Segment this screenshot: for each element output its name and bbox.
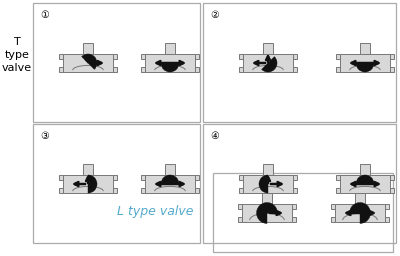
Wedge shape bbox=[356, 63, 374, 72]
Bar bbox=[113, 188, 118, 193]
Wedge shape bbox=[88, 175, 97, 193]
Bar bbox=[292, 217, 296, 221]
Bar bbox=[195, 188, 200, 193]
Wedge shape bbox=[262, 57, 277, 72]
Wedge shape bbox=[161, 175, 179, 184]
Bar bbox=[293, 188, 298, 193]
Bar bbox=[340, 175, 390, 193]
Bar bbox=[263, 43, 273, 55]
Bar bbox=[293, 175, 298, 180]
Bar bbox=[330, 205, 335, 209]
Bar bbox=[390, 67, 394, 71]
Bar bbox=[360, 164, 370, 175]
Bar bbox=[145, 175, 195, 193]
Wedge shape bbox=[356, 175, 374, 184]
Bar bbox=[195, 55, 200, 59]
Bar bbox=[243, 55, 293, 71]
Bar bbox=[336, 188, 340, 193]
Bar bbox=[113, 175, 118, 180]
Bar bbox=[385, 205, 390, 209]
Bar bbox=[33, 124, 200, 243]
Bar bbox=[140, 67, 145, 71]
Wedge shape bbox=[256, 202, 278, 223]
Bar bbox=[238, 55, 243, 59]
Bar bbox=[293, 67, 298, 71]
Bar bbox=[58, 188, 63, 193]
Bar bbox=[195, 175, 200, 180]
Bar bbox=[293, 55, 298, 59]
Bar bbox=[263, 164, 273, 175]
Bar bbox=[213, 173, 393, 252]
Bar bbox=[58, 67, 63, 71]
Text: ①: ① bbox=[40, 10, 49, 20]
Bar bbox=[140, 55, 145, 59]
Wedge shape bbox=[350, 202, 370, 223]
Bar bbox=[330, 217, 335, 221]
Text: L type valve: L type valve bbox=[117, 206, 193, 219]
Bar bbox=[63, 175, 113, 193]
Bar bbox=[113, 55, 118, 59]
Bar bbox=[113, 67, 118, 71]
Bar bbox=[390, 188, 394, 193]
Bar bbox=[238, 67, 243, 71]
Bar bbox=[336, 67, 340, 71]
Bar bbox=[195, 67, 200, 71]
Bar bbox=[63, 55, 113, 71]
Wedge shape bbox=[259, 175, 268, 193]
Text: ③: ③ bbox=[40, 131, 49, 141]
Bar bbox=[238, 217, 242, 221]
Bar bbox=[58, 55, 63, 59]
Bar bbox=[203, 124, 396, 243]
Bar bbox=[292, 205, 296, 209]
Bar bbox=[243, 175, 293, 193]
Bar bbox=[242, 205, 292, 221]
Bar bbox=[390, 55, 394, 59]
Bar bbox=[335, 205, 385, 221]
Bar bbox=[165, 43, 175, 55]
Bar bbox=[340, 55, 390, 71]
Bar bbox=[58, 175, 63, 180]
Bar bbox=[203, 3, 396, 122]
Text: ②: ② bbox=[210, 10, 219, 20]
Bar bbox=[385, 217, 390, 221]
Text: T
type
valve: T type valve bbox=[2, 37, 32, 73]
Bar bbox=[336, 175, 340, 180]
Bar bbox=[140, 188, 145, 193]
Bar bbox=[336, 55, 340, 59]
Bar bbox=[238, 205, 242, 209]
Bar bbox=[165, 164, 175, 175]
Bar bbox=[360, 43, 370, 55]
Bar bbox=[83, 43, 93, 55]
Text: ④: ④ bbox=[210, 131, 219, 141]
Wedge shape bbox=[161, 63, 179, 72]
Bar bbox=[140, 175, 145, 180]
Bar bbox=[83, 164, 93, 175]
Bar bbox=[262, 193, 272, 205]
Bar bbox=[390, 175, 394, 180]
Bar bbox=[145, 55, 195, 71]
Bar bbox=[33, 3, 200, 122]
Wedge shape bbox=[82, 54, 97, 69]
Bar bbox=[238, 175, 243, 180]
Bar bbox=[238, 188, 243, 193]
Bar bbox=[355, 193, 365, 205]
